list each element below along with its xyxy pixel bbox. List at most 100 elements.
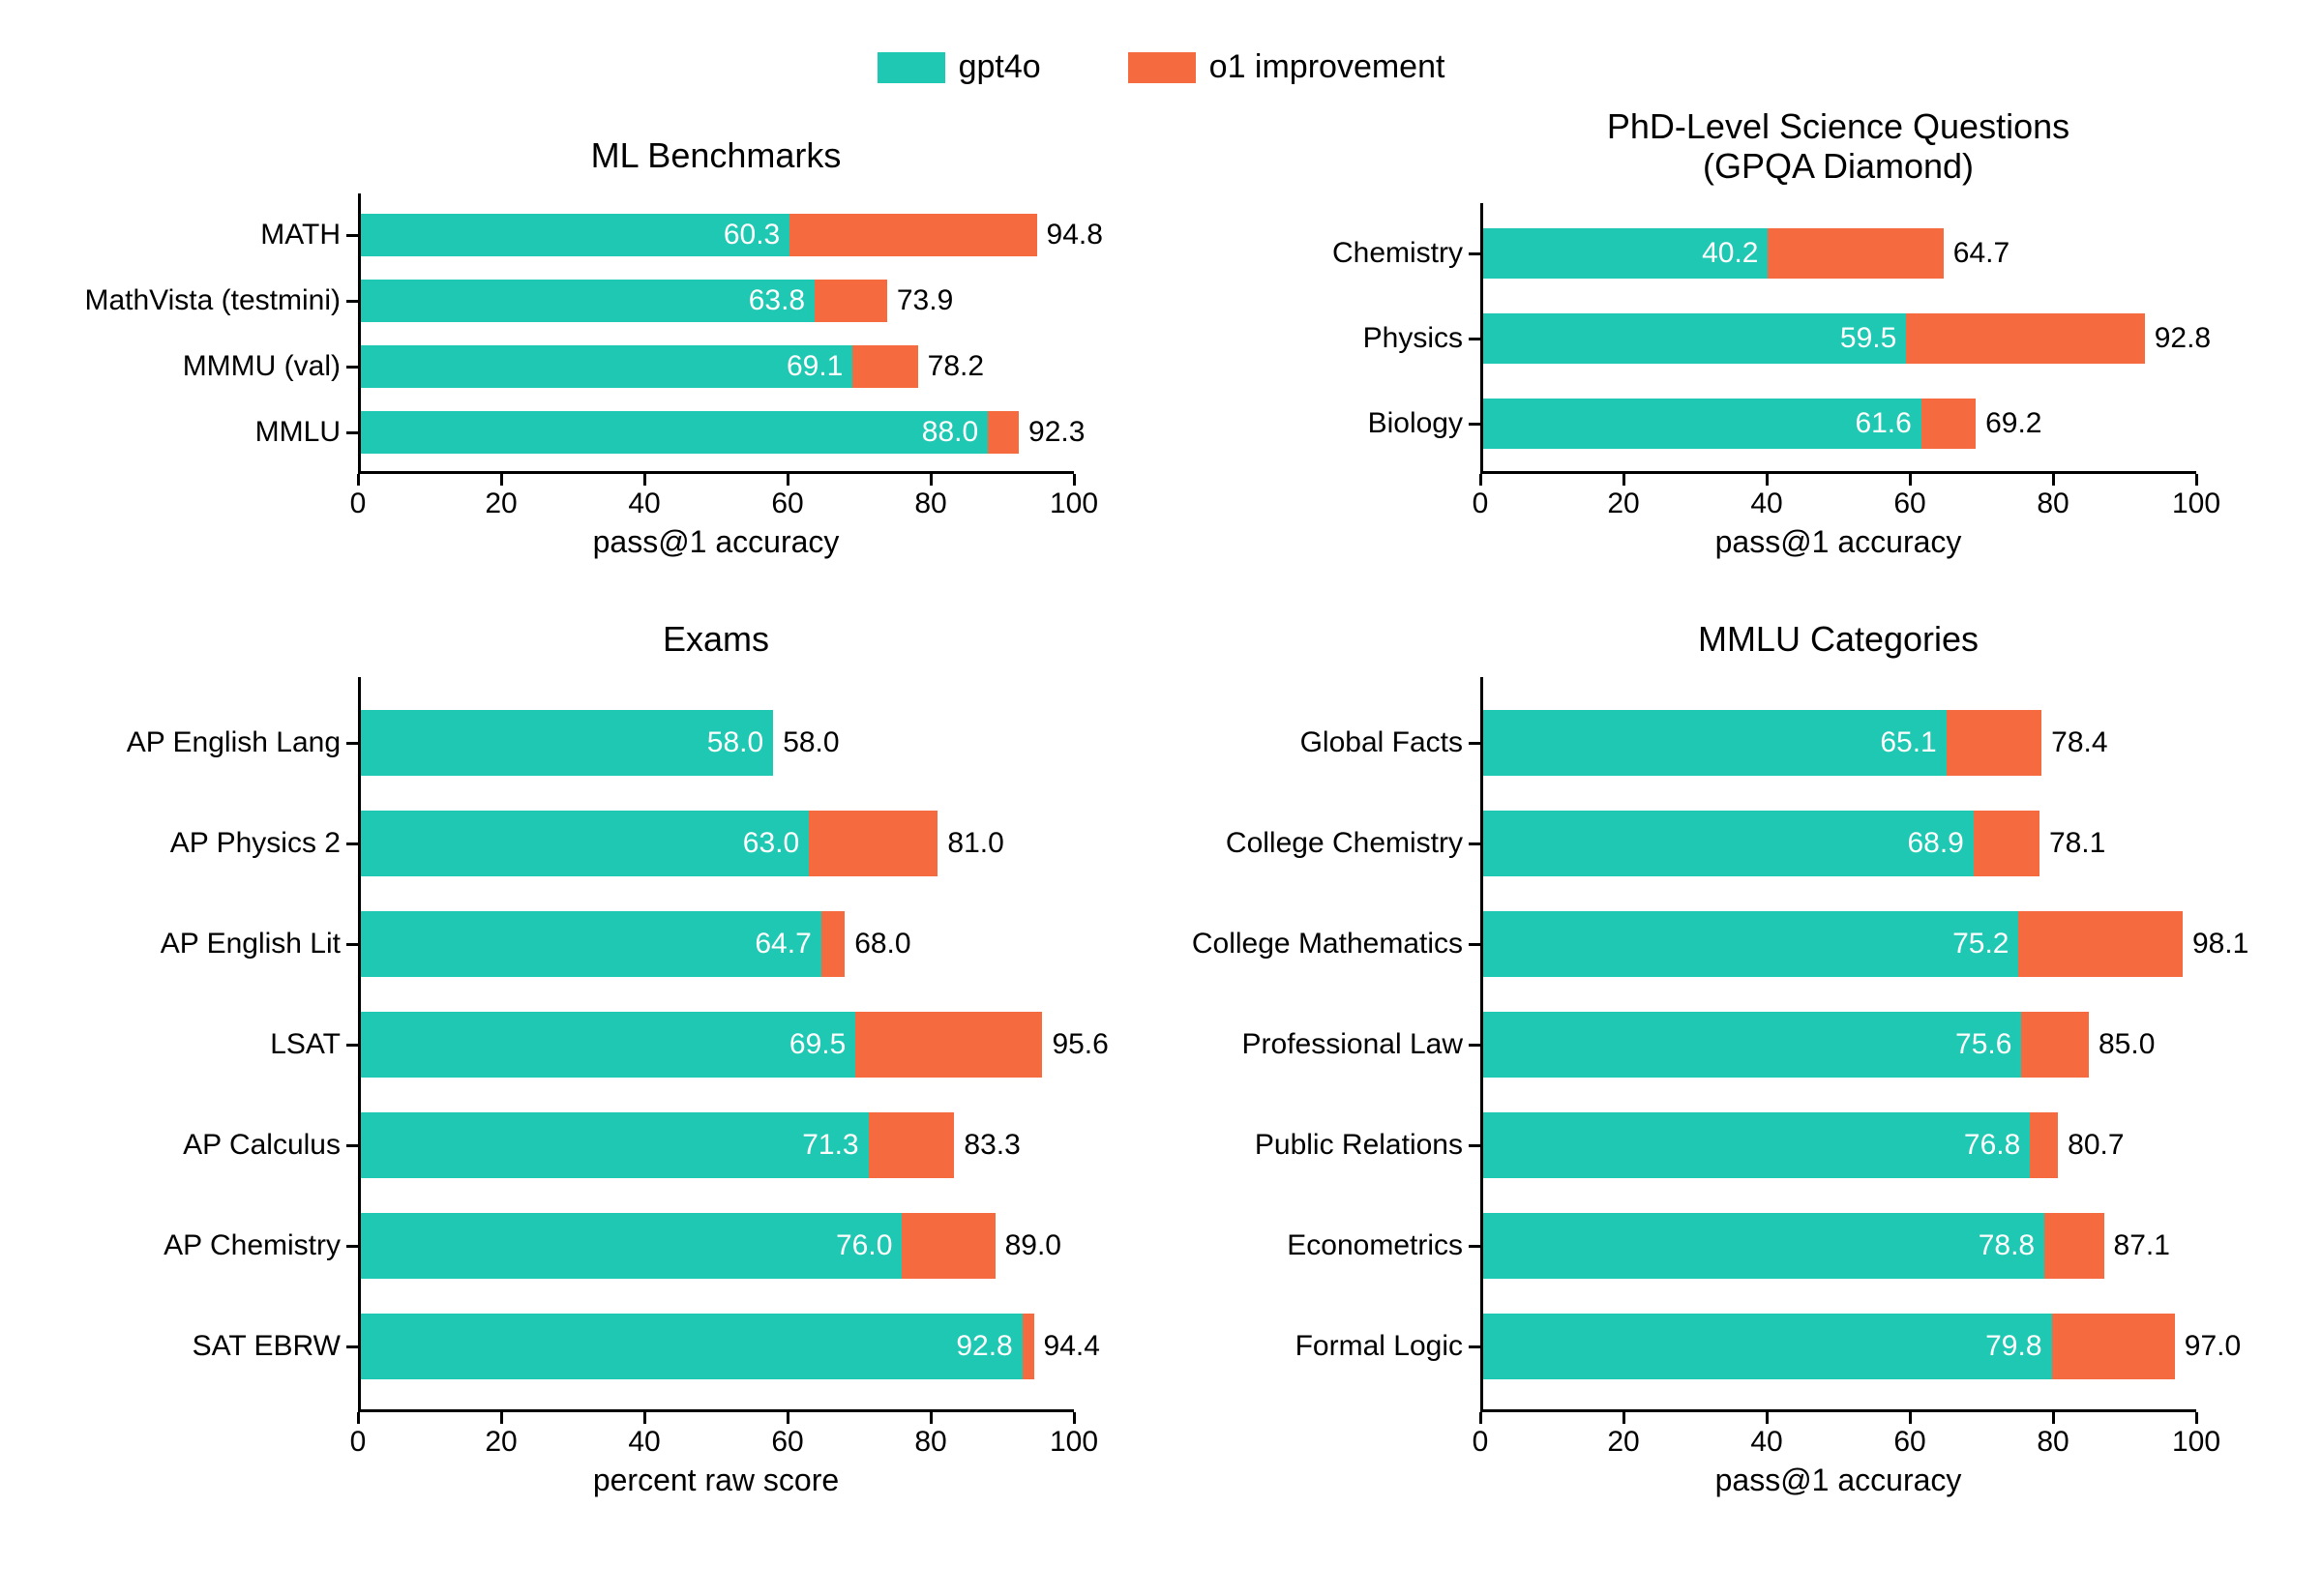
category-label: Formal Logic — [1295, 1330, 1463, 1363]
y-tick — [346, 943, 358, 946]
bar-improvement — [869, 1112, 955, 1178]
bar-base-value: 58.0 — [364, 726, 763, 759]
y-tick — [1469, 338, 1480, 340]
category-label: LSAT — [270, 1028, 341, 1061]
bar-improvement — [2021, 1012, 2089, 1078]
bar-total-value: 94.4 — [1044, 1330, 1100, 1363]
legend-item-gpt4o: gpt4o — [878, 48, 1041, 86]
x-tick-label: 100 — [2172, 488, 2220, 520]
y-tick — [346, 1044, 358, 1047]
x-tick-label: 20 — [1607, 1426, 1639, 1459]
bar-improvement — [852, 345, 917, 388]
x-tick — [1622, 474, 1625, 486]
bar-improvement — [1921, 399, 1976, 449]
x-tick-label: 80 — [2037, 1426, 2069, 1459]
category-label: Econometrics — [1287, 1229, 1463, 1262]
chart-title-gpqa-diamond: PhD-Level Science Questions (GPQA Diamon… — [1480, 106, 2196, 187]
bar-improvement — [1947, 710, 2041, 776]
x-tick-label: 100 — [2172, 1426, 2220, 1459]
x-tick — [1073, 1412, 1076, 1424]
plot-gpqa-diamond: 020406080100pass@1 accuracyChemistry40.2… — [1480, 203, 2196, 474]
category-label: AP English Lit — [161, 928, 341, 961]
bar-base-value: 59.5 — [1486, 322, 1896, 355]
x-tick — [500, 1412, 503, 1424]
bar-total-value: 97.0 — [2185, 1330, 2241, 1363]
x-tick — [1073, 474, 1076, 486]
bar-total-value: 85.0 — [2099, 1028, 2155, 1061]
x-axis-label: percent raw score — [593, 1463, 839, 1498]
bar-improvement — [855, 1012, 1042, 1078]
y-tick — [1469, 1245, 1480, 1248]
x-tick-label: 80 — [2037, 488, 2069, 520]
category-label: Global Facts — [1300, 726, 1463, 759]
bar-total-value: 73.9 — [897, 284, 953, 317]
chart-title-mmlu-categories: MMLU Categories — [1480, 619, 2196, 659]
x-tick — [1479, 1412, 1482, 1424]
bar-base-value: 65.1 — [1486, 726, 1937, 759]
y-tick — [346, 742, 358, 745]
chart-title-exams: Exams — [358, 619, 1074, 659]
x-axis-label: pass@1 accuracy — [1715, 524, 1962, 560]
bar-total-value: 78.4 — [2051, 726, 2107, 759]
bar-total-value: 78.2 — [928, 350, 984, 383]
x-tick-label: 80 — [914, 488, 946, 520]
plot-ml-benchmarks: 020406080100pass@1 accuracyMATH60.394.8M… — [358, 193, 1074, 474]
x-tick-label: 80 — [914, 1426, 946, 1459]
x-tick — [2052, 1412, 2055, 1424]
category-label: MMMU (val) — [183, 350, 341, 383]
bar-total-value: 95.6 — [1052, 1028, 1108, 1061]
bar-base-value: 78.8 — [1486, 1229, 2035, 1262]
x-tick — [1766, 1412, 1769, 1424]
bar-improvement — [2044, 1213, 2103, 1279]
bar-total-value: 80.7 — [2068, 1129, 2124, 1162]
x-tick — [1766, 474, 1769, 486]
x-tick-label: 0 — [350, 1426, 367, 1459]
x-tick-label: 20 — [1607, 488, 1639, 520]
x-tick-label: 0 — [350, 488, 367, 520]
x-tick — [930, 1412, 933, 1424]
x-tick-label: 60 — [1893, 488, 1925, 520]
x-tick — [357, 474, 360, 486]
bar-total-value: 89.0 — [1005, 1229, 1061, 1262]
category-label: MATH — [260, 219, 341, 251]
bar-base-value: 92.8 — [364, 1330, 1013, 1363]
x-tick-label: 100 — [1050, 488, 1098, 520]
category-label: Biology — [1368, 407, 1463, 440]
x-axis-label: pass@1 accuracy — [1715, 1463, 1962, 1498]
bar-base-value: 63.8 — [364, 284, 805, 317]
bar-base-value: 76.8 — [1486, 1129, 2020, 1162]
bar-base-value: 61.6 — [1486, 407, 1912, 440]
bar-improvement — [815, 280, 887, 322]
bar-improvement — [789, 214, 1036, 256]
x-tick — [2195, 1412, 2198, 1424]
category-label: MMLU — [255, 416, 341, 449]
category-label: Physics — [1363, 322, 1463, 355]
bar-base-value: 69.1 — [364, 350, 843, 383]
x-tick — [787, 1412, 789, 1424]
x-tick — [643, 1412, 646, 1424]
bar-base-value: 69.5 — [364, 1028, 846, 1061]
bar-improvement — [902, 1213, 995, 1279]
legend-label-o1: o1 improvement — [1209, 48, 1445, 86]
x-tick-label: 60 — [771, 1426, 803, 1459]
x-tick-label: 0 — [1473, 1426, 1489, 1459]
x-tick — [1909, 1412, 1912, 1424]
bar-base-value: 88.0 — [364, 416, 978, 449]
bar-improvement — [2018, 911, 2182, 977]
y-tick — [1469, 423, 1480, 426]
bar-total-value: 58.0 — [783, 726, 839, 759]
bar-improvement — [2030, 1112, 2058, 1178]
legend-swatch-gpt4o — [878, 52, 945, 83]
category-label: College Mathematics — [1192, 928, 1463, 961]
bar-total-value: 87.1 — [2114, 1229, 2170, 1262]
bar-base-value: 63.0 — [364, 827, 799, 860]
category-label: College Chemistry — [1226, 827, 1463, 860]
x-tick-label: 100 — [1050, 1426, 1098, 1459]
x-tick — [930, 474, 933, 486]
x-tick — [1622, 1412, 1625, 1424]
x-tick — [1909, 474, 1912, 486]
category-label: SAT EBRW — [193, 1330, 341, 1363]
x-tick-label: 40 — [628, 488, 660, 520]
plot-exams: 020406080100percent raw scoreAP English … — [358, 677, 1074, 1412]
bar-base-value: 40.2 — [1486, 237, 1758, 270]
